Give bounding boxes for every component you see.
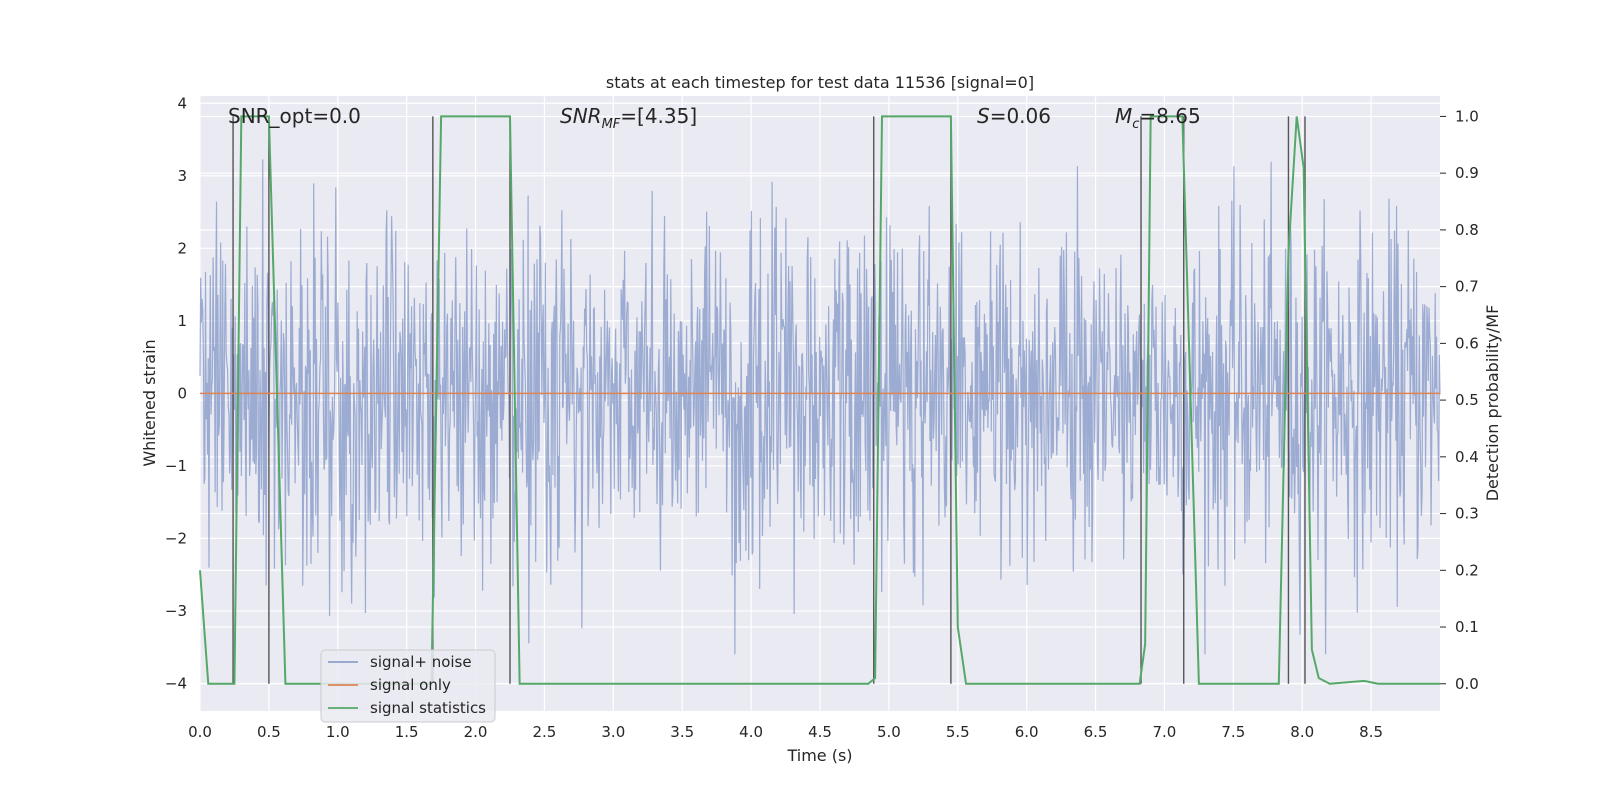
x-tick-label: 4.5: [808, 723, 832, 741]
y-tick-label: −3: [165, 602, 187, 620]
y2-tick-label: 0.7: [1455, 278, 1479, 296]
y-tick-label: 1: [177, 312, 187, 330]
x-axis-label: Time (s): [786, 746, 852, 765]
y2-tick-label: 0.4: [1455, 448, 1479, 466]
x-tick-label: 8.5: [1359, 723, 1383, 741]
x-tick-label: 7.5: [1221, 723, 1245, 741]
legend-label-signal-only: signal only: [370, 676, 451, 694]
legend-box: [320, 649, 496, 723]
legend-label-signal-noise: signal+ noise: [370, 653, 472, 671]
y2-axis-label: Detection probability/MF: [1483, 305, 1502, 502]
y2-axis-ticks: 1.0 0.9 0.8 0.7 0.6 0.5 0.4 0.3 0.2 0.1 0.0: [1440, 107, 1479, 693]
annotation-snr-opt: SNR_opt=0.0: [228, 104, 361, 128]
signal-noise-line: [199, 159, 1441, 655]
x-tick-label: 1.0: [326, 723, 350, 741]
x-tick-label: 7.0: [1153, 723, 1177, 741]
signal-noise-series: [199, 159, 1441, 655]
x-tick-label: 2.0: [464, 723, 488, 741]
legend: signal+ noise signal only signal statist…: [320, 649, 496, 723]
y-tick-label: 0: [177, 384, 187, 402]
y-tick-label: 4: [177, 94, 187, 112]
x-tick-label: 0.0: [188, 723, 212, 741]
y-axis-ticks: 4 3 2 1 0 −1 −2 −3 −4: [165, 94, 187, 692]
annotation-mc: Mc=8.65: [1115, 104, 1201, 132]
annotation-s-symbol: S: [977, 104, 990, 128]
y2-tick-label: 0.3: [1455, 505, 1479, 523]
y2-tick-label: 0.6: [1455, 334, 1479, 352]
y2-tick-label: 0.9: [1455, 164, 1479, 182]
annotation-s-value: =0.06: [990, 104, 1051, 128]
x-tick-label: 3.0: [601, 723, 625, 741]
annotation-snr-mf-value: =[4.35]: [620, 104, 697, 128]
signal-statistics-series: [199, 115, 1440, 685]
y2-tick-label: 0.0: [1455, 675, 1479, 693]
legend-label-signal-statistics: signal statistics: [370, 699, 486, 717]
annotation-s: S=0.06: [977, 104, 1051, 128]
annotation-snr-mf-symbol: SNR: [560, 104, 602, 128]
y2-tick-label: 0.8: [1455, 221, 1479, 239]
y-tick-label: −2: [165, 529, 187, 547]
y2-tick-label: 0.2: [1455, 561, 1479, 579]
y-tick-label: −1: [165, 457, 187, 475]
x-tick-label: 4.0: [739, 723, 763, 741]
y-axis-label: Whitened strain: [140, 339, 159, 466]
annotation-mc-symbol: M: [1115, 104, 1132, 128]
annotation-mc-value: =8.65: [1139, 104, 1200, 128]
y2-tick-label: 0.1: [1455, 618, 1479, 636]
y-tick-label: 2: [177, 239, 187, 257]
x-tick-label: 5.0: [877, 723, 901, 741]
annotation-snr-mf-subscript: MF: [602, 117, 621, 132]
x-tick-label: 6.0: [1015, 723, 1039, 741]
y-tick-label: −4: [165, 674, 187, 692]
x-tick-label: 5.5: [946, 723, 970, 741]
signal-statistics-line: [199, 115, 1440, 685]
y2-tick-label: 0.5: [1455, 391, 1479, 409]
annotation-snr-mf: SNRMF=[4.35]: [560, 104, 697, 132]
x-tick-label: 1.5: [395, 723, 419, 741]
x-tick-label: 2.5: [533, 723, 557, 741]
x-tick-label: 8.0: [1290, 723, 1314, 741]
y2-tick-label: 1.0: [1455, 107, 1479, 125]
x-tick-label: 3.5: [670, 723, 694, 741]
x-tick-label: 6.5: [1084, 723, 1108, 741]
chart-title: stats at each timestep for test data 115…: [606, 73, 1034, 92]
x-tick-label: 0.5: [257, 723, 281, 741]
y-tick-label: 3: [177, 167, 187, 185]
x-axis-ticks: 0.0 0.5 1.0 1.5 2.0 2.5 3.0 3.5 4.0 4.5 5.0 5.5 6.0 6…: [188, 723, 1383, 741]
annotation-mc-subscript: c: [1132, 117, 1139, 132]
